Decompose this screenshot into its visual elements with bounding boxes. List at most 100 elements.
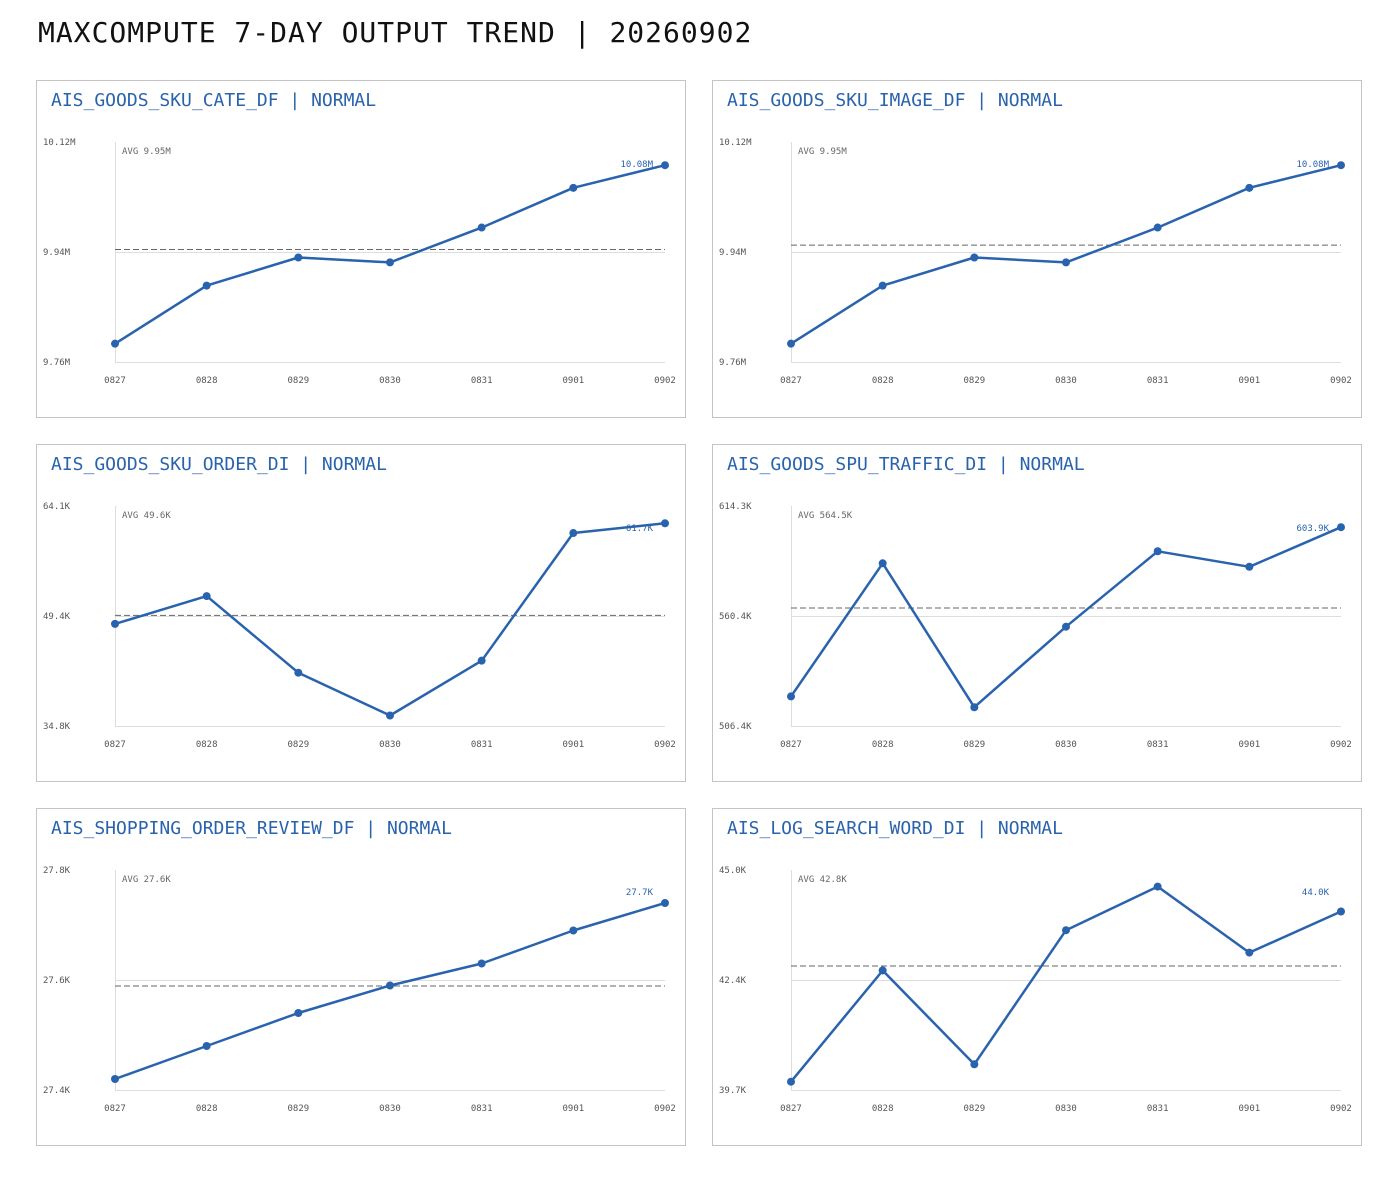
data-point [1153, 547, 1162, 556]
last-value-label: 27.7K [626, 888, 654, 898]
x-tick-label: 0827 [104, 376, 126, 386]
chart-panel-sku-cate: AIS_GOODS_SKU_CATE_DF | NORMAL 10.12M 9.9… [36, 80, 686, 418]
data-point [294, 668, 303, 677]
series-line [789, 885, 1343, 1083]
data-point [294, 253, 303, 262]
data-point [386, 711, 394, 720]
x-tick-label: 0902 [654, 740, 676, 750]
data-point [1337, 161, 1345, 170]
data-point [878, 281, 887, 290]
average-label: AVG 564.5K [798, 511, 853, 521]
x-tick-label: 0828 [872, 1104, 894, 1114]
line-chart-svg: 45.0K 42.4K 39.7K 0827 0828 0829 0830 0831 0901 0… [719, 866, 1352, 1114]
data-point [569, 183, 578, 192]
x-tick-label: 0829 [287, 1104, 309, 1114]
average-label: AVG 27.6K [122, 875, 171, 885]
data-point [477, 656, 486, 665]
y-tick-label: 614.3K [719, 502, 752, 512]
chart-panel-sku-image: AIS_GOODS_SKU_IMAGE_DF | NORMAL 10.12M 9.… [712, 80, 1362, 418]
x-tick-label: 0828 [196, 1104, 218, 1114]
x-tick-label: 0827 [780, 740, 802, 750]
last-value-label: 603.9K [1296, 524, 1329, 534]
y-tick-label: 27.4K [43, 1086, 71, 1096]
line-chart-svg: 27.8K 27.6K 27.4K 0827 0828 0829 0830 0831 0901 0… [43, 866, 676, 1114]
x-tick-label: 0829 [963, 1104, 985, 1114]
data-point [202, 281, 211, 290]
y-tick-label: 9.94M [43, 248, 71, 258]
data-point [661, 899, 669, 907]
x-tick-label: 0829 [963, 740, 985, 750]
line-chart-svg: 10.12M 9.94M 9.76M 0827 0828 0829 0830 0831 0901… [719, 138, 1352, 386]
data-point [294, 1009, 303, 1017]
y-tick-label: 27.6K [43, 976, 71, 986]
line-chart-svg: 10.12M 9.94M 9.76M 0827 0828 0829 0830 0831 0901… [43, 138, 676, 386]
x-tick-label: 0831 [1147, 740, 1169, 750]
x-tick-label: 0902 [654, 1104, 676, 1114]
x-tick-label: 0828 [872, 740, 894, 750]
data-point [787, 692, 795, 701]
series-line [789, 525, 1343, 709]
x-tick-label: 0902 [1330, 1104, 1352, 1114]
data-point [1245, 183, 1254, 192]
y-tick-label: 42.4K [719, 976, 747, 986]
data-point [970, 703, 979, 712]
data-point [569, 926, 578, 935]
chart-title: AIS_GOODS_SKU_CATE_DF | NORMAL [51, 90, 377, 111]
x-tick-label: 0831 [1147, 1104, 1169, 1114]
data-point [878, 559, 887, 568]
y-tick-label: 64.1K [43, 502, 71, 512]
x-tick-label: 0830 [1055, 740, 1077, 750]
chart-panel-search-word: AIS_LOG_SEARCH_WORD_DI | NORMAL 45.0K 42.… [712, 808, 1362, 1146]
x-tick-label: 0827 [104, 1104, 126, 1114]
data-point [661, 161, 669, 170]
data-point [1153, 882, 1162, 891]
data-point [111, 1075, 119, 1083]
x-tick-label: 0830 [1055, 376, 1077, 386]
chart-title: AIS_LOG_SEARCH_WORD_DI | NORMAL [727, 818, 1063, 839]
x-tick-label: 0902 [1330, 376, 1352, 386]
line-chart-svg: 614.3K 560.4K 506.4K 0827 0828 0829 0830 0831 09… [719, 502, 1352, 750]
y-tick-label: 9.76M [719, 358, 747, 368]
x-tick-label: 0901 [1238, 1104, 1260, 1114]
data-point [1062, 926, 1070, 935]
y-tick-label: 9.94M [719, 248, 747, 258]
x-tick-label: 0901 [562, 740, 584, 750]
x-tick-label: 0827 [104, 740, 126, 750]
data-point [202, 592, 211, 601]
x-tick-label: 0828 [196, 740, 218, 750]
y-tick-label: 49.4K [43, 612, 71, 622]
last-value-label: 44.0K [1302, 888, 1330, 898]
data-point [202, 1042, 211, 1050]
chart-title: AIS_GOODS_SKU_IMAGE_DF | NORMAL [727, 90, 1063, 111]
series-line [113, 163, 667, 345]
chart-panel-sku-order: AIS_GOODS_SKU_ORDER_DI | NORMAL 64.1K 49.… [36, 444, 686, 782]
x-tick-label: 0827 [780, 1104, 802, 1114]
data-point [1245, 562, 1254, 571]
data-point [970, 253, 979, 262]
x-tick-label: 0830 [1055, 1104, 1077, 1114]
x-tick-label: 0902 [1330, 740, 1352, 750]
series-line [789, 163, 1343, 345]
y-tick-label: 39.7K [719, 1086, 747, 1096]
x-tick-label: 0829 [287, 376, 309, 386]
data-point [661, 519, 669, 528]
series-line [113, 901, 667, 1081]
series-line [113, 522, 667, 717]
x-tick-label: 0831 [471, 1104, 493, 1114]
data-point [878, 966, 887, 975]
x-tick-label: 0901 [562, 376, 584, 386]
last-value-label: 10.08M [1296, 160, 1329, 170]
x-tick-label: 0902 [654, 376, 676, 386]
x-tick-label: 0828 [872, 376, 894, 386]
chart-title: AIS_SHOPPING_ORDER_REVIEW_DF | NORMAL [51, 818, 452, 839]
y-tick-label: 10.12M [719, 138, 752, 148]
x-tick-label: 0830 [379, 376, 401, 386]
data-point [386, 981, 394, 990]
x-tick-label: 0830 [379, 1104, 401, 1114]
x-tick-label: 0901 [562, 1104, 584, 1114]
data-point [386, 258, 394, 267]
line-chart-svg: 64.1K 49.4K 34.8K 0827 0828 0829 0830 0831 0901 0… [43, 502, 676, 750]
y-tick-label: 27.8K [43, 866, 71, 876]
data-point [1337, 907, 1345, 916]
x-tick-label: 0901 [1238, 376, 1260, 386]
